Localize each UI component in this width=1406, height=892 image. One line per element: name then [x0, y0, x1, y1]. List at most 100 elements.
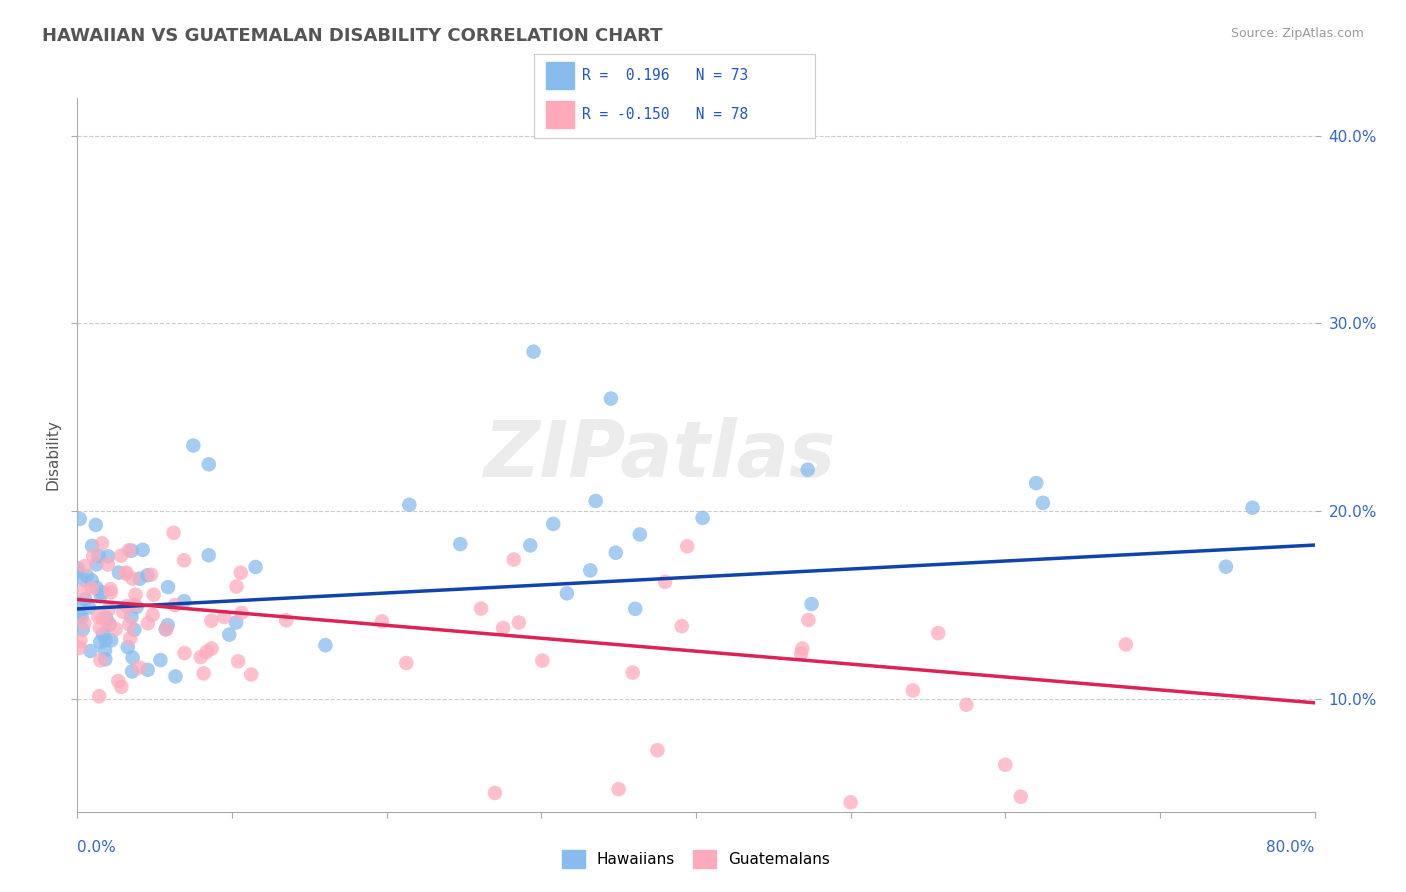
Point: [131, 542, 153, 557]
Bar: [546, 62, 574, 89]
Point: [484, 786, 506, 800]
Point: [117, 640, 139, 654]
Point: [79, 644, 101, 658]
Point: [245, 560, 267, 574]
Point: [193, 666, 215, 681]
Point: [165, 669, 187, 683]
Point: [994, 757, 1017, 772]
Point: [797, 613, 820, 627]
Point: [276, 613, 298, 627]
Point: [100, 582, 122, 597]
Point: [73, 573, 96, 587]
Point: [225, 615, 247, 630]
Point: [183, 438, 205, 452]
Point: [69, 633, 91, 648]
Point: [1115, 637, 1137, 651]
Point: [647, 743, 669, 757]
Point: [108, 566, 131, 580]
Point: [624, 602, 647, 616]
Text: R =  0.196   N = 73: R = 0.196 N = 73: [582, 68, 748, 83]
Point: [628, 527, 651, 541]
Point: [69, 512, 91, 526]
Point: [218, 627, 240, 641]
Point: [585, 494, 607, 508]
Point: [1032, 496, 1054, 510]
Point: [1025, 476, 1047, 491]
Point: [541, 516, 564, 531]
Point: [73, 559, 96, 574]
Bar: [546, 101, 574, 128]
Point: [72, 623, 94, 637]
Point: [173, 594, 195, 608]
Point: [98, 616, 121, 631]
Point: [839, 795, 862, 809]
Point: [142, 588, 165, 602]
Point: [80, 539, 103, 553]
Point: [156, 618, 179, 632]
Text: 0.0%: 0.0%: [77, 840, 117, 855]
Point: [621, 665, 644, 680]
Point: [502, 552, 524, 566]
Point: [398, 498, 420, 512]
Point: [77, 600, 100, 615]
Point: [110, 549, 132, 563]
Point: [162, 525, 184, 540]
Point: [80, 574, 103, 588]
Point: [579, 563, 602, 577]
Point: [91, 627, 114, 641]
Point: [73, 583, 96, 598]
Point: [654, 574, 676, 589]
Point: [1215, 559, 1237, 574]
Point: [523, 344, 546, 359]
Point: [97, 558, 120, 572]
Point: [67, 597, 90, 611]
Point: [107, 673, 129, 688]
Point: [927, 626, 949, 640]
Point: [600, 392, 623, 406]
Point: [692, 511, 714, 525]
Point: [121, 650, 143, 665]
Point: [531, 654, 554, 668]
Point: [139, 567, 162, 582]
Point: [73, 616, 96, 631]
Point: [97, 602, 120, 616]
Text: ZIPatlas: ZIPatlas: [482, 417, 835, 493]
Point: [94, 652, 117, 666]
Point: [89, 690, 111, 704]
Point: [91, 612, 114, 626]
Point: [136, 663, 159, 677]
Point: [121, 665, 143, 679]
Point: [124, 598, 146, 612]
Point: [149, 653, 172, 667]
Point: [555, 586, 578, 600]
Point: [231, 606, 253, 620]
Point: [100, 633, 122, 648]
Point: [225, 580, 247, 594]
Point: [676, 539, 699, 553]
Point: [449, 537, 471, 551]
Point: [201, 641, 224, 656]
Point: [82, 549, 104, 563]
Point: [97, 549, 120, 564]
Point: [124, 623, 146, 637]
Text: Source: ZipAtlas.com: Source: ZipAtlas.com: [1230, 27, 1364, 40]
Point: [671, 619, 693, 633]
Point: [98, 617, 121, 632]
Point: [66, 565, 89, 579]
Point: [371, 615, 394, 629]
Point: [142, 607, 165, 622]
Point: [115, 566, 138, 581]
Point: [173, 646, 195, 660]
Point: [80, 582, 103, 596]
Point: [792, 641, 814, 656]
Point: [94, 610, 117, 624]
Point: [84, 517, 107, 532]
Point: [110, 680, 132, 694]
Point: [173, 553, 195, 567]
Point: [508, 615, 530, 630]
Point: [128, 660, 150, 674]
Point: [90, 585, 112, 599]
Point: [118, 617, 141, 632]
Point: [157, 580, 180, 594]
Point: [86, 558, 108, 572]
